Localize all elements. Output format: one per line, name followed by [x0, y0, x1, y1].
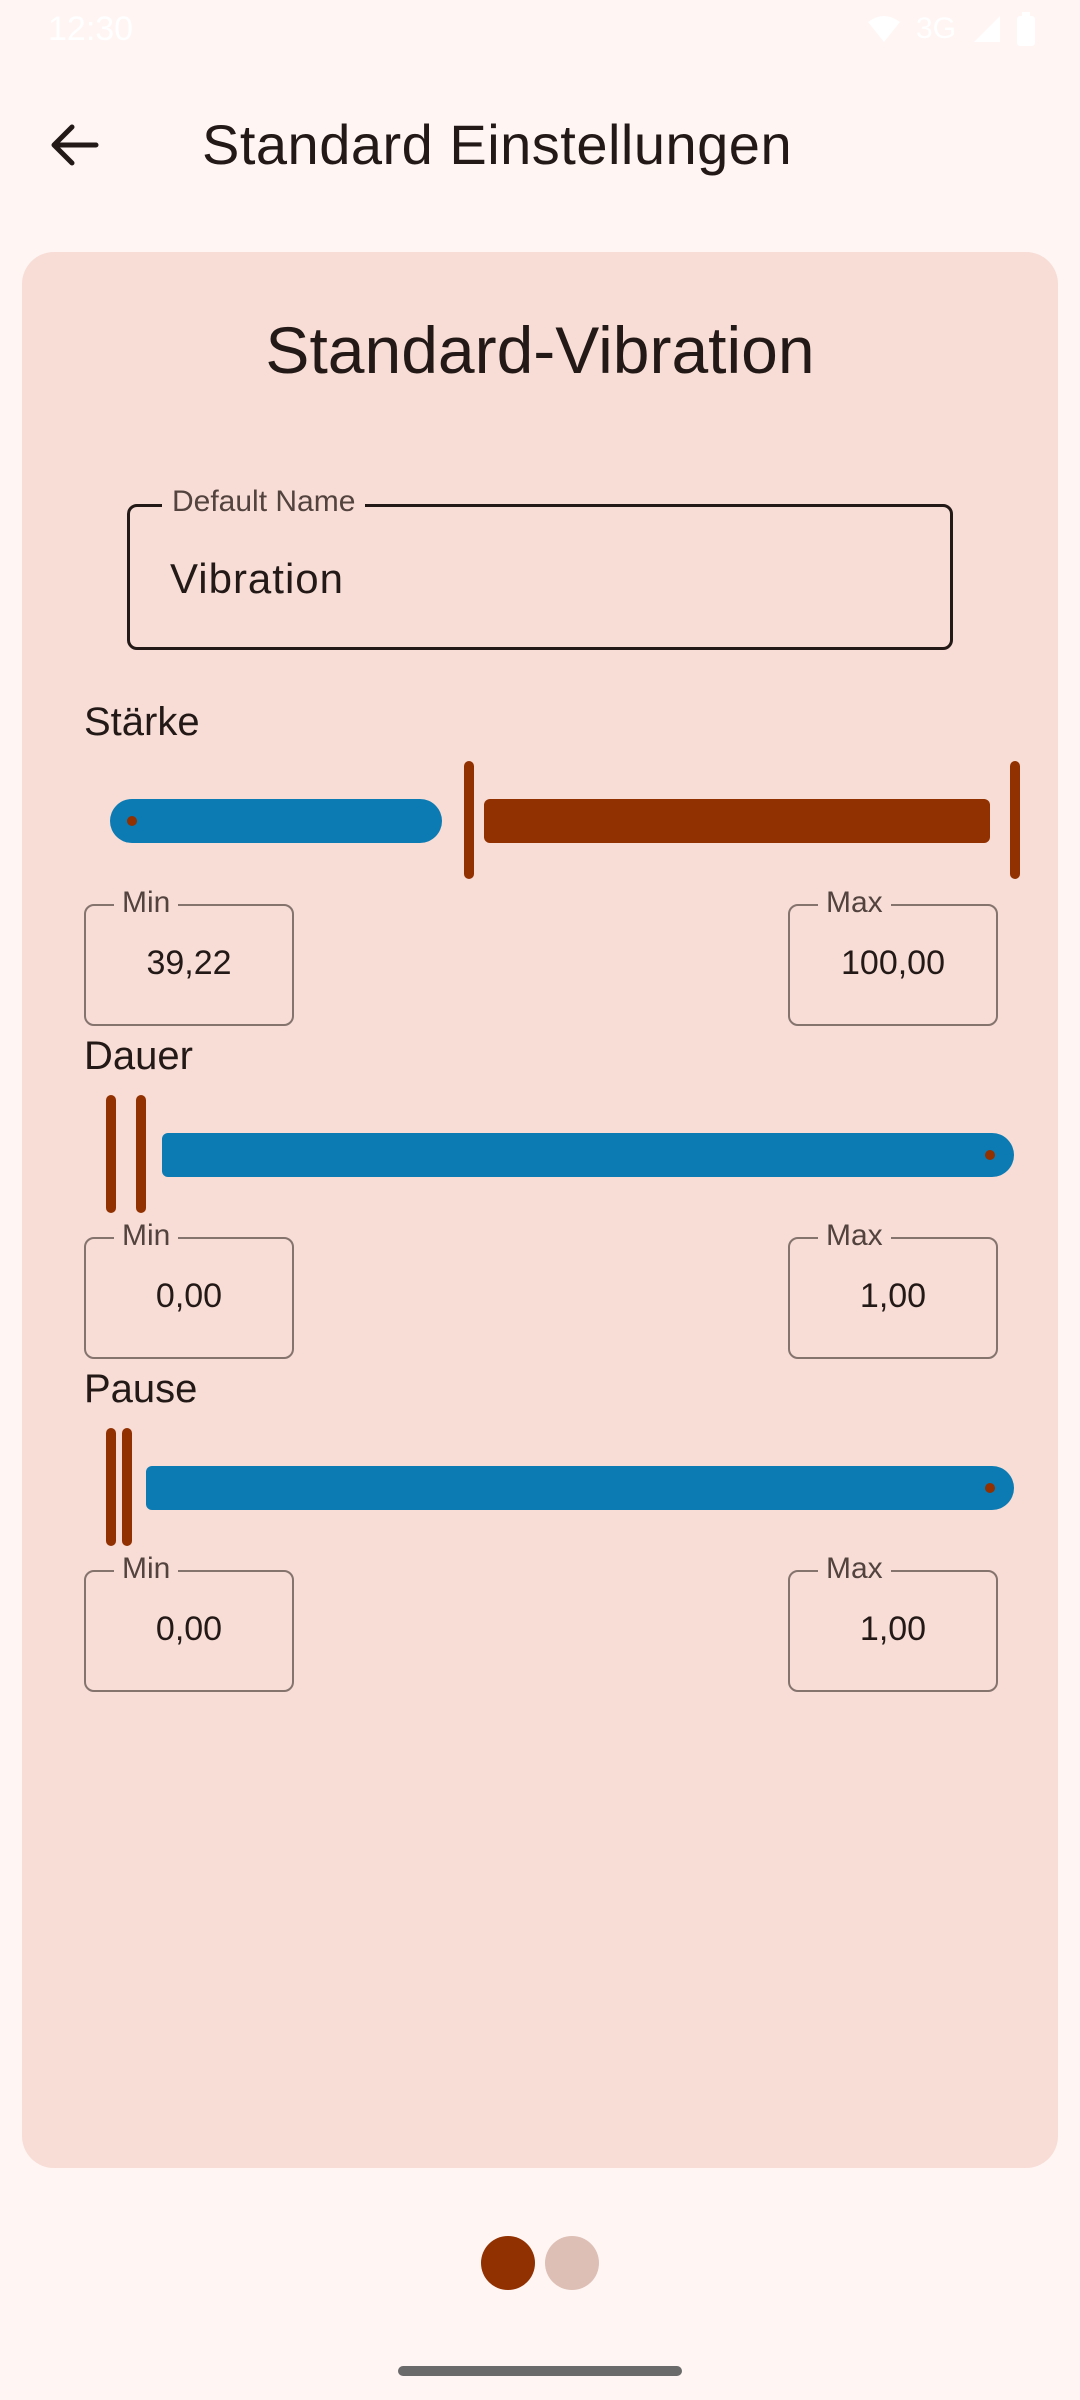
settings-card: Standard-Vibration Default Name Vibratio… [22, 252, 1058, 2168]
max-value[interactable]: 1,00 [859, 1277, 927, 1315]
slider-tick [985, 1150, 995, 1160]
back-button[interactable] [44, 114, 106, 176]
slider-max-thumb[interactable] [122, 1428, 132, 1546]
status-icons: 3G [866, 12, 1036, 46]
status-time: 12:30 [48, 10, 134, 48]
min-label: Min [114, 1219, 179, 1253]
slider-min-thumb[interactable] [464, 761, 474, 879]
slider-min-thumb[interactable] [106, 1428, 116, 1546]
staerke-max-field[interactable]: Max 100,00 [788, 886, 998, 1026]
section-label-staerke: Stärke [84, 700, 200, 744]
page-dot-1[interactable] [481, 2236, 535, 2290]
pause-max-field[interactable]: Max 1,00 [788, 1552, 998, 1692]
gesture-nav-handle[interactable] [398, 2366, 682, 2376]
max-label: Max [818, 1552, 891, 1586]
slider-min-thumb[interactable] [106, 1095, 116, 1213]
min-label: Min [114, 886, 179, 920]
page-dot-2[interactable] [545, 2236, 599, 2290]
dauer-max-field[interactable]: Max 1,00 [788, 1219, 998, 1359]
slider-max-thumb[interactable] [136, 1095, 146, 1213]
max-value[interactable]: 1,00 [859, 1610, 927, 1648]
top-app-bar: Standard Einstellungen [0, 90, 1080, 200]
arrow-left-icon [51, 124, 99, 166]
section-label-pause: Pause [84, 1367, 198, 1411]
staerke-min-field[interactable]: Min 39,22 [84, 886, 294, 1026]
staerke-range-slider[interactable] [82, 760, 1032, 880]
page-indicator [0, 2236, 1080, 2296]
slider-inactive-track [484, 799, 990, 843]
slider-active-track [110, 799, 442, 843]
max-label: Max [818, 1219, 891, 1253]
slider-inactive-track [146, 1466, 1014, 1510]
wifi-icon [867, 16, 900, 42]
min-label: Min [114, 1552, 179, 1586]
battery-icon [1017, 12, 1035, 46]
dauer-min-field[interactable]: Min 0,00 [84, 1219, 294, 1359]
slider-max-thumb[interactable] [1010, 761, 1020, 879]
pause-min-field[interactable]: Min 0,00 [84, 1552, 294, 1692]
section-label-dauer: Dauer [84, 1034, 193, 1078]
max-label: Max [818, 886, 891, 920]
default-name-field[interactable]: Default Name Vibration [127, 485, 953, 650]
page-title: Standard Einstellungen [202, 113, 793, 176]
default-name-label: Default Name [162, 485, 366, 519]
slider-inactive-track [162, 1133, 1014, 1177]
signal-icon [974, 16, 1000, 42]
max-value[interactable]: 100,00 [841, 944, 945, 982]
default-name-value[interactable]: Vibration [170, 555, 345, 602]
status-bar: 12:30 3G [0, 0, 1080, 60]
min-value[interactable]: 0,00 [155, 1610, 223, 1648]
pause-range-slider[interactable] [82, 1427, 1032, 1547]
slider-tick [127, 816, 137, 826]
slider-tick [985, 1483, 995, 1493]
card-title: Standard-Vibration [265, 313, 815, 387]
network-type: 3G [915, 12, 956, 45]
dauer-range-slider[interactable] [82, 1094, 1032, 1214]
min-value[interactable]: 0,00 [155, 1277, 223, 1315]
min-value[interactable]: 39,22 [146, 944, 232, 982]
